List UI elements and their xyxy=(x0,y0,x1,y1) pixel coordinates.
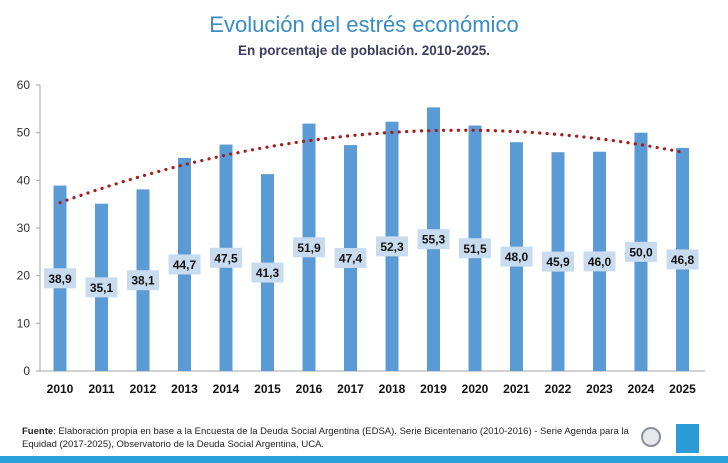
data-label-bg xyxy=(44,268,76,289)
data-label-bg xyxy=(625,241,657,262)
odsa-logo xyxy=(676,424,699,453)
uca-seal-logo xyxy=(641,427,661,447)
data-label-2017: 47,4 xyxy=(339,252,363,266)
chart-title: Evolución del estrés económico xyxy=(209,12,519,37)
data-label-2016: 51,9 xyxy=(297,241,321,255)
x-tick-label: 2021 xyxy=(503,382,530,396)
y-tick-label: 50 xyxy=(17,126,31,140)
y-tick-label: 20 xyxy=(17,269,31,283)
y-tick-label: 30 xyxy=(17,221,31,235)
x-tick-label: 2023 xyxy=(586,382,613,396)
source-label: Fuente xyxy=(22,426,54,437)
trendline xyxy=(58,128,682,205)
data-label-bg xyxy=(293,237,325,258)
y-tick-label: 0 xyxy=(23,364,30,378)
data-label-bg xyxy=(85,277,118,298)
x-tick-label: 2019 xyxy=(420,382,447,396)
x-tick-label: 2010 xyxy=(47,382,74,396)
data-label-2024: 50,0 xyxy=(629,245,653,259)
x-tick-label: 2018 xyxy=(379,382,406,396)
data-label-2011: 35,1 xyxy=(90,281,114,295)
data-label-2015: 41,3 xyxy=(256,266,280,280)
data-label-2014: 47,5 xyxy=(214,251,238,265)
data-label-2023: 46,0 xyxy=(588,255,612,269)
data-label-bg xyxy=(500,246,533,267)
source-text: : Elaboración propia en base a la Encues… xyxy=(22,426,629,450)
data-label-2018: 52,3 xyxy=(380,240,404,254)
x-tick-label: 2020 xyxy=(462,382,489,396)
data-label-2013: 44,7 xyxy=(173,258,197,272)
x-tick-label: 2011 xyxy=(88,382,114,396)
data-label-bg xyxy=(583,251,616,272)
data-label-2025: 46,8 xyxy=(671,253,695,267)
y-tick-label: 60 xyxy=(17,78,31,92)
data-label-bg xyxy=(542,251,574,272)
bar-chart: 0 10 20 30 40 50 60 2010 2011 2012 2013 2014 2015 201… xyxy=(17,78,705,396)
data-label-bg xyxy=(334,248,367,269)
data-label-2020: 51,5 xyxy=(463,242,487,256)
x-tick-label: 2017 xyxy=(337,382,364,396)
y-tick-label: 40 xyxy=(17,173,31,187)
data-label-2012: 38,1 xyxy=(131,274,155,288)
data-label-bg xyxy=(251,262,284,283)
bottom-accent-bar xyxy=(0,456,728,463)
data-label-2022: 45,9 xyxy=(546,255,570,269)
data-label-bg xyxy=(459,238,491,259)
x-tick-label: 2012 xyxy=(130,382,157,396)
x-tick-label: 2016 xyxy=(296,382,323,396)
data-label-bg xyxy=(417,229,450,250)
x-tick-label: 2013 xyxy=(171,382,198,396)
data-label-bg xyxy=(666,249,699,270)
data-label-2021: 48,0 xyxy=(505,250,529,264)
x-tick-label: 2025 xyxy=(669,382,696,396)
data-label-bg xyxy=(210,247,242,268)
x-tick-label: 2014 xyxy=(213,382,240,396)
x-tick-label: 2024 xyxy=(628,382,655,396)
data-label-bg xyxy=(127,270,159,291)
data-label-2010: 38,9 xyxy=(48,272,72,286)
x-tick-label: 2022 xyxy=(545,382,572,396)
y-tick-label: 10 xyxy=(17,316,31,330)
source-note: Fuente: Elaboración propia en base a la … xyxy=(22,425,632,451)
x-tick-label: 2015 xyxy=(254,382,281,396)
data-label-bg xyxy=(168,254,201,275)
data-label-2019: 55,3 xyxy=(422,233,446,247)
data-label-bg xyxy=(376,236,408,257)
chart-subtitle: En porcentaje de población. 2010-2025. xyxy=(237,43,491,58)
